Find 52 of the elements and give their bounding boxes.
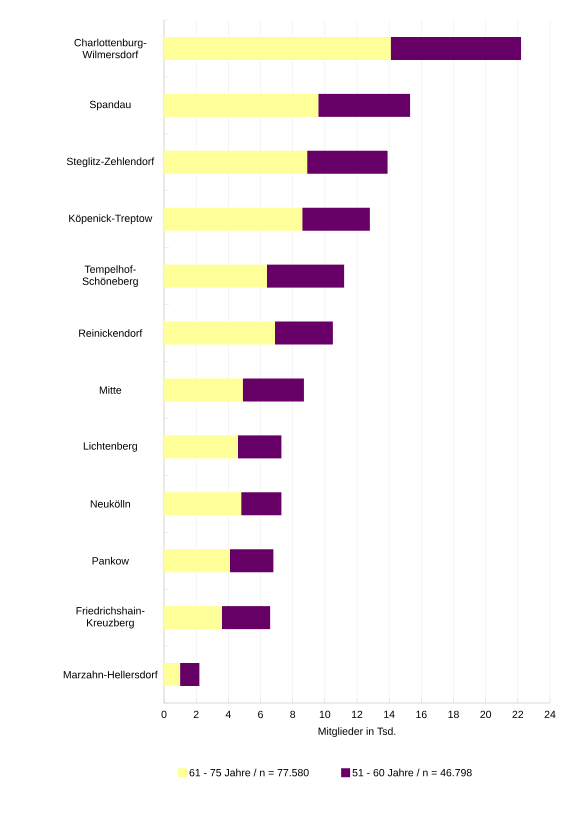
bar [222,606,270,630]
y-tick-label: Neukölln [90,500,130,508]
y-tick-label: Köpenick-Treptow [69,214,152,224]
y-tick-label: Spandau [90,100,131,110]
x-tick-label: 4 [226,710,231,718]
x-tick-label: 10 [320,710,330,718]
bar [164,549,230,572]
bar [302,208,370,231]
x-axis-title: Mitglieder in Tsd. [318,727,396,738]
x-tick-label: 20 [480,710,492,718]
y-tick-label: Charlottenburg-Wilmersdorf [74,38,146,58]
bar [390,36,522,60]
y-tick-label: Friedrichshain-Kreuzberg [76,606,144,628]
bar [238,435,282,458]
bar [164,322,275,345]
x-tick-label: 8 [290,710,296,718]
x-tick-label: 12 [352,710,362,718]
x-tick-label: 18 [448,710,459,718]
bar [164,435,238,458]
bar [164,36,391,60]
x-tick-label: 24 [544,710,556,718]
y-tick-label: Tempelhof-Schöneberg [82,265,138,287]
bar [164,208,302,231]
x-tick-label: 22 [512,710,524,718]
x-tick-label: 2 [194,710,199,718]
bar [164,663,180,686]
y-tick-label: Marzahn-Hellersdorf [64,670,158,678]
y-tick-label: Reinickendorf [79,329,142,337]
y-tick-label: Pankow [92,556,129,565]
bar [242,378,304,402]
bar [164,264,267,288]
y-tick-label: Mitte [100,386,122,394]
bar [307,150,388,174]
bar [164,150,308,174]
bar [164,94,318,117]
legend-label: 61 - 75 Jahre / n = 77.580 [190,768,309,776]
bar [266,264,344,288]
bar [164,492,242,516]
bar [230,549,274,572]
x-tick-label: 6 [258,710,263,718]
bar [318,94,410,117]
x-tick-label: 14 [384,710,395,718]
bar [164,378,243,402]
legend-label: 51 - 60 Jahre / n = 46.798 [352,768,472,776]
bar [180,663,200,686]
bar [241,492,282,516]
bar [164,606,222,630]
x-tick-label: 16 [416,710,427,718]
y-tick-label: Lichtenberg [84,442,137,452]
x-tick-label: 0 [161,710,166,718]
y-tick-label: Steglitz-Zehlendorf [66,157,154,168]
bar [274,322,333,345]
